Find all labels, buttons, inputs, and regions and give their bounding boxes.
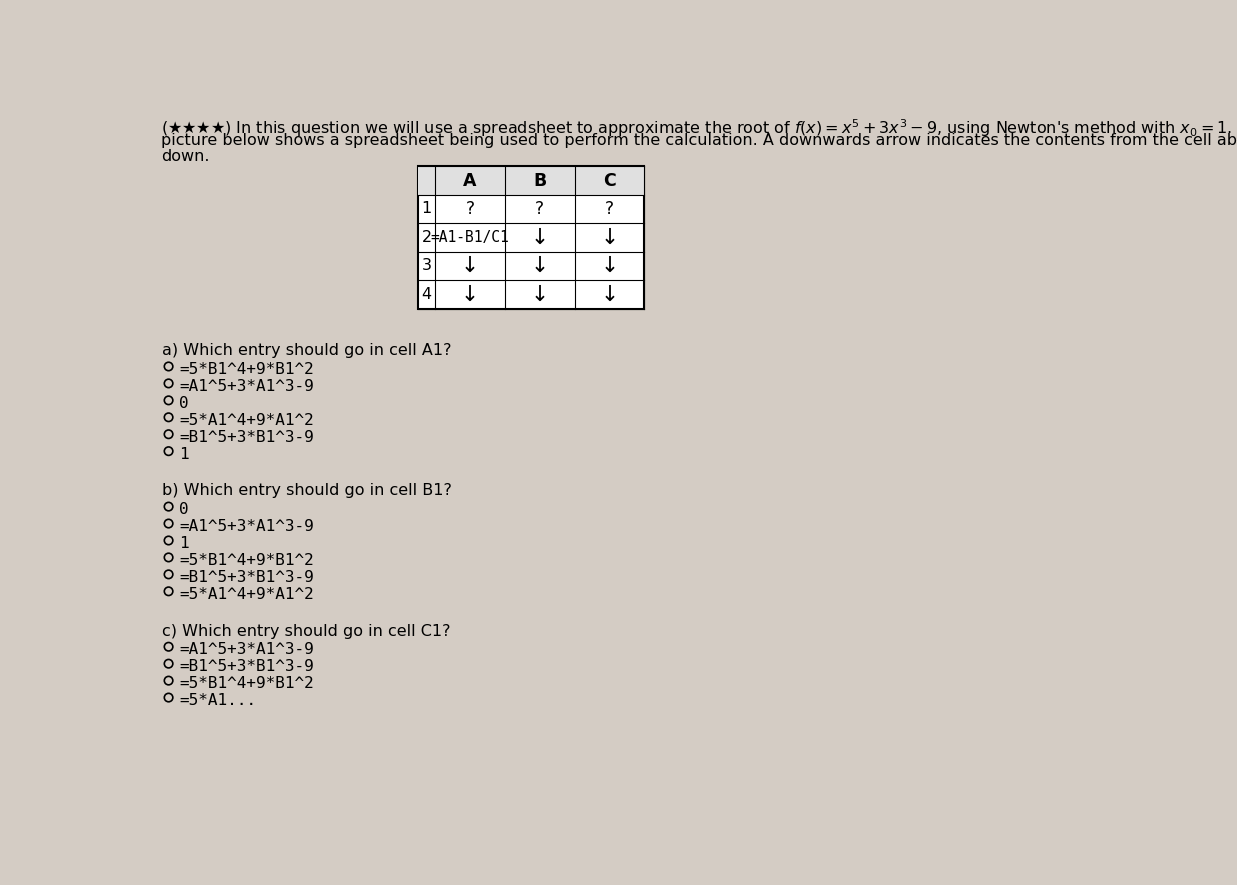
Text: ↓: ↓ (531, 256, 549, 276)
Bar (418, 166, 644, 309)
Text: =B1^5+3*B1^3-9: =B1^5+3*B1^3-9 (179, 429, 314, 444)
Text: picture below shows a spreadsheet being used to perform the calculation. A downw: picture below shows a spreadsheet being … (161, 133, 1237, 148)
Text: ↓: ↓ (600, 256, 618, 276)
Text: 1: 1 (422, 202, 432, 217)
Text: down.: down. (161, 149, 209, 164)
Text: 0: 0 (179, 502, 189, 517)
Bar (418, 166, 644, 195)
Text: c) Which entry should go in cell C1?: c) Which entry should go in cell C1? (162, 624, 450, 639)
Text: =A1^5+3*A1^3-9: =A1^5+3*A1^3-9 (179, 519, 314, 534)
Text: B: B (533, 172, 547, 189)
Text: ?: ? (605, 200, 614, 218)
Text: ↓: ↓ (531, 227, 549, 248)
Text: b) Which entry should go in cell B1?: b) Which entry should go in cell B1? (162, 483, 453, 498)
Text: =5*A1^4+9*A1^2: =5*A1^4+9*A1^2 (179, 587, 314, 602)
Text: A: A (464, 172, 476, 189)
Text: ($\bigstar\bigstar\bigstar\bigstar$) In this question we will use a spreadsheet : ($\bigstar\bigstar\bigstar\bigstar$) In … (161, 118, 1237, 140)
Text: ?: ? (465, 200, 475, 218)
Text: 1: 1 (179, 447, 189, 462)
Text: 0: 0 (179, 396, 189, 411)
Text: =A1-B1/C1: =A1-B1/C1 (430, 230, 510, 245)
Text: ↓: ↓ (461, 284, 479, 304)
Text: ↓: ↓ (600, 227, 618, 248)
Text: =A1^5+3*A1^3-9: =A1^5+3*A1^3-9 (179, 379, 314, 394)
Text: =B1^5+3*B1^3-9: =B1^5+3*B1^3-9 (179, 570, 314, 585)
Text: =A1^5+3*A1^3-9: =A1^5+3*A1^3-9 (179, 643, 314, 658)
Text: 3: 3 (422, 258, 432, 273)
Text: 1: 1 (179, 535, 189, 550)
Text: ↓: ↓ (531, 284, 549, 304)
Text: C: C (604, 172, 616, 189)
Text: =5*B1^4+9*B1^2: =5*B1^4+9*B1^2 (179, 553, 314, 568)
Text: 4: 4 (422, 287, 432, 302)
Text: =5*B1^4+9*B1^2: =5*B1^4+9*B1^2 (179, 676, 314, 691)
Text: =5*A1...: =5*A1... (179, 693, 256, 708)
Text: ↓: ↓ (600, 284, 618, 304)
Text: =5*B1^4+9*B1^2: =5*B1^4+9*B1^2 (179, 362, 314, 377)
Text: =B1^5+3*B1^3-9: =B1^5+3*B1^3-9 (179, 659, 314, 674)
Text: =5*A1^4+9*A1^2: =5*A1^4+9*A1^2 (179, 412, 314, 427)
Text: ?: ? (536, 200, 544, 218)
Text: a) Which entry should go in cell A1?: a) Which entry should go in cell A1? (162, 343, 452, 358)
Text: ↓: ↓ (461, 256, 479, 276)
Text: 2: 2 (422, 230, 432, 245)
